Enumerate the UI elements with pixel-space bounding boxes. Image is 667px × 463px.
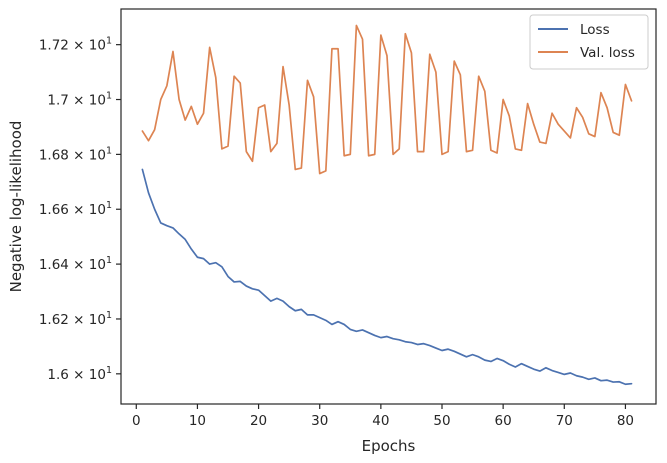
x-tick-label: 20: [250, 413, 267, 429]
y-tick-label: 1.7 × 101: [47, 91, 112, 109]
y-tick-label: 1.6 × 101: [47, 365, 112, 383]
series-line-val-loss: [141, 24, 633, 175]
x-tick-label: 40: [372, 413, 389, 429]
y-axis: 1.6 × 101 1.62 × 101 1.64 × 101 1.66 × 101 1…: [39, 36, 121, 383]
legend: Loss Val. loss: [529, 14, 649, 70]
legend-label-loss: Loss: [580, 22, 610, 38]
x-axis-title: Epochs: [362, 437, 416, 455]
x-tick-label: 10: [189, 413, 206, 429]
x-tick-label: 80: [617, 413, 634, 429]
y-axis-title: Negative log-likelihood: [7, 121, 25, 293]
plot-frame: [120, 8, 657, 405]
x-tick-label: 70: [556, 413, 573, 429]
x-axis: 0 10 20 30 40 50 60 70 80: [132, 404, 634, 429]
series-line-loss: [141, 168, 633, 386]
legend-label-val-loss: Val. loss: [580, 45, 635, 61]
y-tick-label: 1.64 × 101: [39, 255, 112, 273]
y-tick-label: 1.62 × 101: [39, 310, 112, 328]
x-tick-label: 60: [495, 413, 512, 429]
y-tick-label: 1.68 × 101: [39, 145, 112, 163]
x-tick-label: 30: [311, 413, 328, 429]
y-tick-label: 1.72 × 101: [39, 36, 112, 54]
x-tick-label: 50: [433, 413, 450, 429]
plot-marks: [141, 24, 633, 386]
y-tick-label: 1.66 × 101: [39, 200, 112, 218]
x-tick-label: 0: [132, 413, 141, 429]
